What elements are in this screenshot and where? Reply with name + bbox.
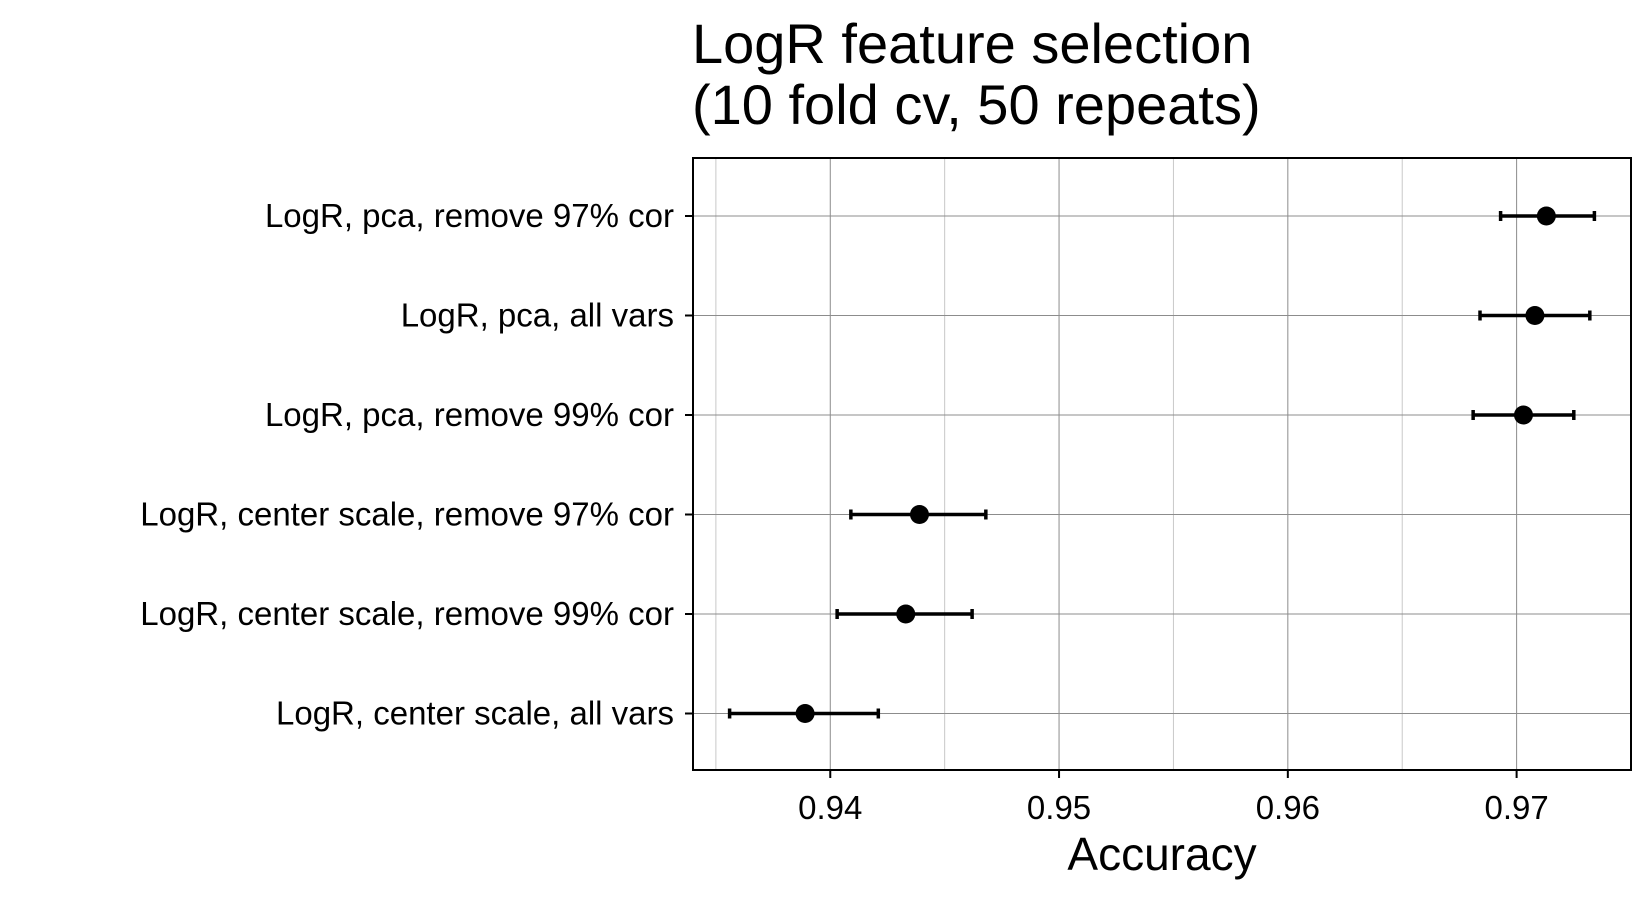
plot-panel-border (692, 157, 1632, 771)
data-point (1525, 306, 1545, 325)
x-axis-label: Accuracy (1067, 828, 1256, 880)
axes: 0.94 0.95 0.96 0.97 LogR, pca, remove 97% co… (140, 197, 1548, 826)
y-category-label: LogR, center scale, remove 97% cor (140, 496, 674, 533)
x-tick-label: 0.94 (798, 789, 862, 826)
x-tick-label: 0.97 (1484, 789, 1548, 826)
data-point (909, 505, 929, 524)
data-point (1513, 405, 1533, 425)
data-point (1536, 206, 1556, 226)
x-tick-label: 0.96 (1256, 789, 1320, 826)
grid-lines (693, 158, 1631, 770)
data-marks (727, 206, 1597, 723)
data-point (896, 604, 916, 624)
chart-title-line-2: (10 fold cv, 50 repeats) (692, 73, 1261, 136)
y-category-label: LogR, pca, remove 99% cor (265, 396, 674, 433)
x-tick-label: 0.95 (1027, 789, 1091, 826)
data-point (795, 704, 815, 723)
y-category-label: LogR, center scale, remove 99% cor (140, 595, 674, 632)
chart-title-line-1: LogR feature selection (692, 12, 1252, 75)
y-category-label: LogR, pca, all vars (401, 297, 674, 334)
y-category-label: LogR, center scale, all vars (276, 695, 674, 732)
y-category-label: LogR, pca, remove 97% cor (265, 197, 674, 234)
